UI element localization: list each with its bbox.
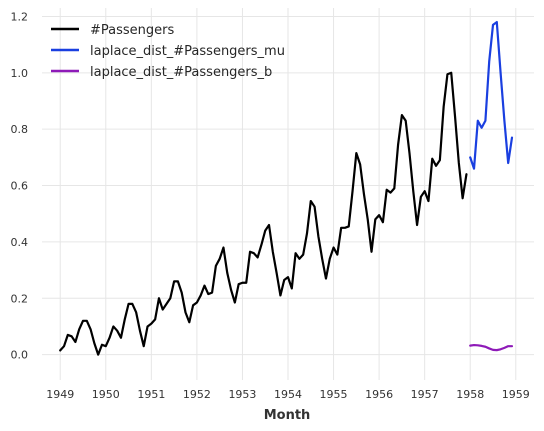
x-tick-label: 1959 bbox=[502, 388, 530, 401]
x-tick-label: 1953 bbox=[228, 388, 256, 401]
x-axis-ticks: 1949 1950 1951 1952 1953 1954 1955 1956 1957 1958… bbox=[46, 388, 530, 401]
y-tick-label: 0.8 bbox=[11, 123, 29, 136]
y-tick-label: 0.6 bbox=[11, 180, 29, 193]
legend-label-0: #Passengers bbox=[90, 23, 174, 38]
x-tick-label: 1955 bbox=[320, 388, 348, 401]
series-line-2 bbox=[469, 343, 514, 352]
y-axis-ticks: 0.0 0.2 0.4 0.6 0.8 1.0 1.2 bbox=[11, 10, 29, 361]
y-tick-label: 1.0 bbox=[11, 67, 29, 80]
legend-label-1: laplace_dist_#Passengers_mu bbox=[90, 44, 285, 59]
y-tick-label: 0.2 bbox=[11, 292, 29, 305]
grid bbox=[42, 8, 534, 380]
x-tick-label: 1958 bbox=[456, 388, 484, 401]
x-tick-label: 1950 bbox=[92, 388, 120, 401]
x-tick-label: 1956 bbox=[365, 388, 393, 401]
x-tick-label: 1957 bbox=[411, 388, 439, 401]
x-axis-title: Month bbox=[264, 408, 311, 423]
y-tick-label: 0.4 bbox=[11, 236, 29, 249]
series-group bbox=[59, 20, 514, 356]
x-tick-label: 1951 bbox=[137, 388, 165, 401]
y-tick-label: 0.0 bbox=[11, 349, 29, 362]
legend-label-2: laplace_dist_#Passengers_b bbox=[90, 65, 272, 80]
y-tick-label: 1.2 bbox=[11, 10, 29, 23]
x-tick-label: 1949 bbox=[46, 388, 74, 401]
x-tick-label: 1954 bbox=[274, 388, 302, 401]
series-line-0 bbox=[59, 71, 468, 356]
legend: #Passengers laplace_dist_#Passengers_mula… bbox=[51, 23, 285, 80]
series-line-1 bbox=[469, 20, 514, 170]
x-tick-label: 1952 bbox=[183, 388, 211, 401]
